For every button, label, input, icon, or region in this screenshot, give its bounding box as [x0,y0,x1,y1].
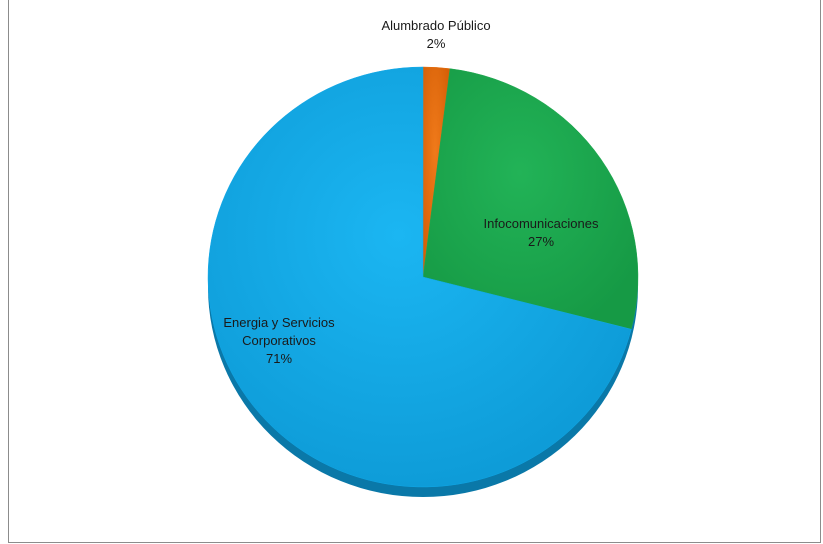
slice-label-3: Energia y Servicios Corporativos 71% [223,315,335,366]
slice-category-label: Corporativos [242,333,316,348]
pie-slice-2[interactable] [422,68,639,330]
slice-percent-label: 27% [528,234,554,249]
slice-percent-label: 2% [427,36,446,51]
slice-label-2: Infocomunicaciones 27% [484,216,599,249]
pie-slice-3[interactable] [207,66,632,488]
slice-category-label: Alumbrado Público [381,18,490,33]
slice-category-label: Infocomunicaciones [484,216,599,231]
pie-labels: Alumbrado Público 2% Infocomunicaciones 27%… [223,18,599,366]
pie-slices [207,66,639,488]
slice-percent-label: 71% [266,351,292,366]
slice-category-label: Energia y Servicios [223,315,335,330]
slice-label-1: Alumbrado Público 2% [381,18,490,51]
